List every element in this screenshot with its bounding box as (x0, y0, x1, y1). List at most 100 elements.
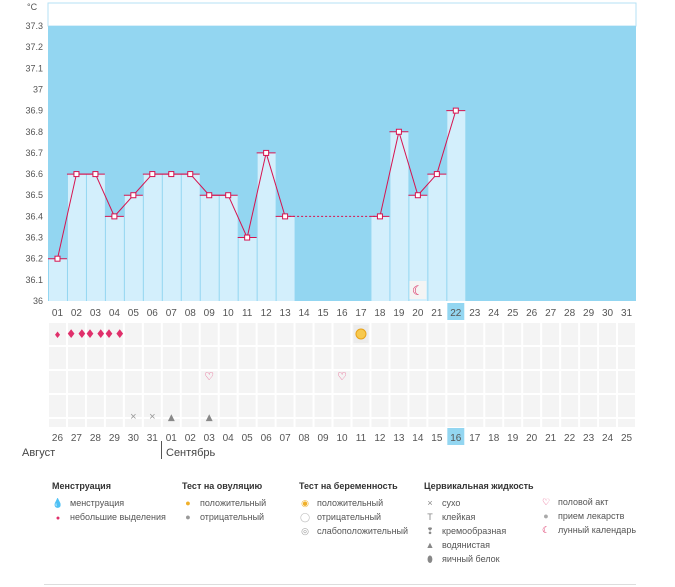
cycle-day-label: 24 (488, 308, 500, 319)
grid-cell (523, 347, 541, 369)
grid-cell (447, 347, 465, 369)
grid-cell (428, 419, 446, 427)
y-tick-label: 37 (33, 84, 43, 94)
grid-cell (314, 323, 332, 345)
grid-cell (542, 323, 560, 345)
temperature-line (398, 131, 419, 196)
grid-cell (124, 347, 142, 369)
grid-cell (485, 347, 503, 369)
legend-item: положительный (317, 498, 384, 508)
grid-cell (200, 419, 218, 427)
grid-cell (49, 419, 66, 427)
grid-cell (504, 347, 522, 369)
temperature-point (414, 192, 421, 199)
legend-ovulation-title: Тест на овуляцию (182, 481, 263, 491)
grid-cell (390, 347, 408, 369)
cycle-day-label: 07 (166, 308, 178, 319)
cycle-day-label: 13 (280, 308, 292, 319)
heart-icon: ♡ (541, 497, 551, 507)
legend-other: ♡ половой акт ● прием лекарств ☾ лунный кал… (540, 495, 636, 537)
y-tick-label: 36.3 (25, 233, 43, 243)
grid-cell (295, 371, 313, 393)
grid-cell (428, 371, 446, 393)
grid-cell (333, 395, 351, 417)
grid-cell (333, 347, 351, 369)
small-drop-icon: ● (55, 515, 61, 522)
grid-cell (466, 395, 484, 417)
grid-cell (485, 419, 503, 427)
cycle-day-label: 26 (526, 308, 538, 319)
grid-cell (618, 347, 635, 369)
grid-cell (618, 395, 635, 417)
grid-cell (238, 371, 256, 393)
grid-cell (86, 347, 104, 369)
menstruation-icon: 💧 (52, 498, 64, 508)
temperature-point (111, 213, 118, 220)
temperature-line (132, 173, 153, 196)
grid-cell (257, 395, 275, 417)
grid-cell (371, 347, 389, 369)
grid-cell (295, 419, 313, 427)
grid-cell (428, 347, 446, 369)
watery-icon: ▲ (206, 413, 213, 423)
grid-cell (181, 323, 199, 345)
calendar-date-label: 16 (450, 433, 462, 444)
grid-cell (352, 419, 370, 427)
moon-icon: ☾ (541, 525, 551, 535)
grid-cell (580, 347, 598, 369)
grid-cell (276, 419, 294, 427)
grid-cell (428, 323, 446, 345)
grid-cell (124, 323, 142, 345)
calendar-date-label: 09 (317, 433, 329, 444)
calendar-date-label: 31 (147, 433, 159, 444)
grid-cell (200, 323, 218, 345)
grid-cell (67, 347, 85, 369)
calendar-date-label: 12 (374, 433, 386, 444)
temperature-line (114, 194, 134, 217)
grid-cell (542, 419, 560, 427)
grid-cell (466, 419, 484, 427)
calendar-date-label: 18 (488, 433, 500, 444)
lunar-cell (409, 281, 427, 299)
dry-icon: × (130, 411, 136, 423)
grid-cell (409, 419, 427, 427)
temperature-point (395, 128, 402, 135)
calendar-date-label: 04 (223, 433, 235, 444)
grid-cell (352, 395, 370, 417)
grid-cell (276, 347, 294, 369)
temperature-bar (371, 216, 390, 301)
dry-icon: × (149, 411, 155, 423)
cycle-day-label: 06 (147, 308, 159, 319)
cycle-day-label: 22 (450, 308, 462, 319)
grid-cell (485, 371, 503, 393)
temperature-bar (162, 174, 181, 301)
grid-cell (561, 419, 579, 427)
grid-cell (314, 371, 332, 393)
temperature-point (452, 107, 459, 114)
grid-cell (238, 395, 256, 417)
grid-cell (409, 323, 427, 345)
temperature-point (244, 234, 251, 241)
egg-white-icon: ⬮ (427, 554, 433, 564)
legend-item: прием лекарств (558, 511, 625, 521)
grid-cell (238, 347, 256, 369)
grid-cell (580, 395, 598, 417)
grid-cell (219, 323, 237, 345)
grid-cell (276, 323, 294, 345)
y-tick-label: 36.5 (25, 190, 43, 200)
pregnancy-negative-icon: ◯ (299, 512, 311, 522)
calendar-date-label: 29 (109, 433, 121, 444)
grid-cell (409, 347, 427, 369)
grid-cell (276, 371, 294, 393)
temperature-bar (238, 237, 257, 301)
grid-cell (580, 419, 598, 427)
calendar-date-label: 08 (299, 433, 311, 444)
temperature-point (73, 171, 80, 178)
pregnancy-weak-icon: ◎ (301, 526, 309, 536)
month-divider (161, 441, 162, 459)
cycle-day-label: 21 (431, 308, 443, 319)
grid-cell (466, 323, 484, 345)
watery-icon: ▲ (425, 540, 435, 550)
pregnancy-positive-icon: ◉ (301, 498, 309, 508)
